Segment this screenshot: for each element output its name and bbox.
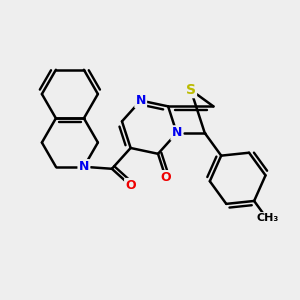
Text: N: N bbox=[172, 127, 182, 140]
Text: O: O bbox=[125, 179, 136, 192]
Text: N: N bbox=[79, 160, 89, 173]
Text: N: N bbox=[136, 94, 146, 107]
Text: O: O bbox=[160, 171, 171, 184]
Text: CH₃: CH₃ bbox=[257, 213, 279, 223]
Text: S: S bbox=[186, 83, 196, 97]
